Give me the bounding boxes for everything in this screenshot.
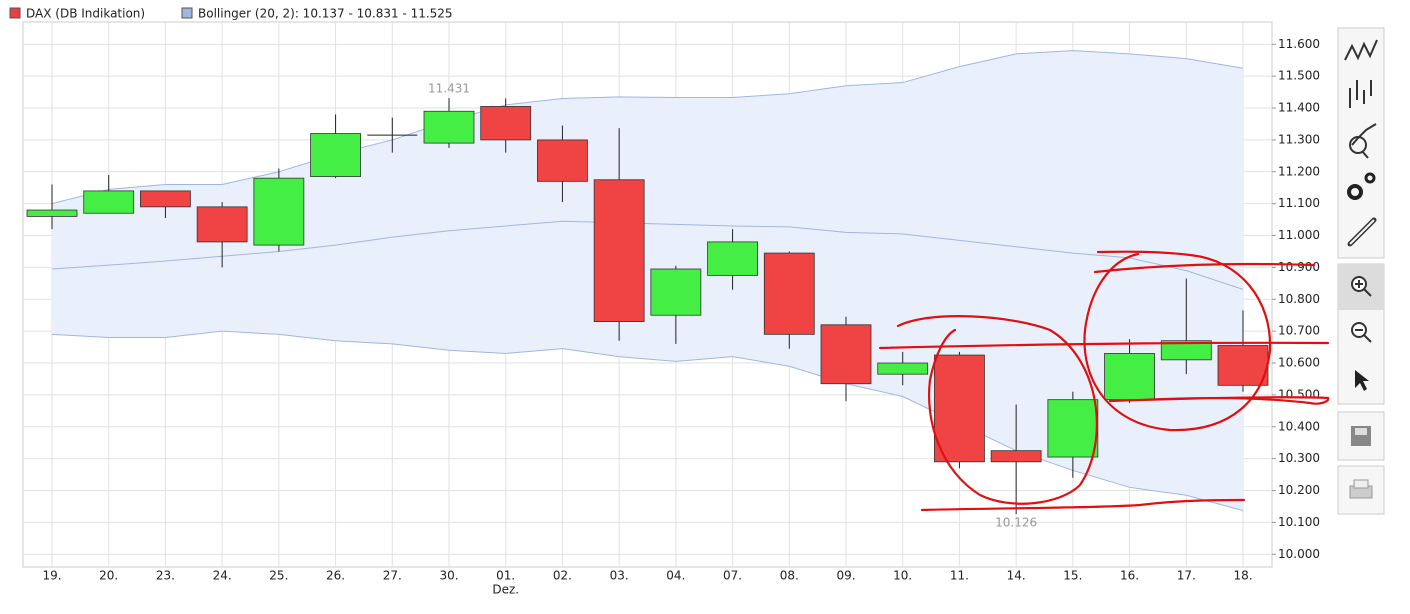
candle-body bbox=[1217, 345, 1269, 386]
icon-settings[interactable] bbox=[1347, 184, 1363, 200]
x-tick-label: 15. bbox=[1063, 569, 1082, 583]
icon-print-paper bbox=[1353, 479, 1369, 489]
candle-body bbox=[763, 252, 815, 335]
y-tick-label: 11.000 bbox=[1278, 228, 1320, 242]
line-bottom bbox=[920, 498, 1246, 512]
icon-pointer[interactable] bbox=[1355, 370, 1369, 391]
band-lower bbox=[51, 330, 1244, 512]
candle-body bbox=[1047, 399, 1099, 458]
x-tick-label: 07. bbox=[723, 569, 742, 583]
legend-label: DAX (DB Indikation) bbox=[26, 7, 145, 21]
annotation: 11.431 bbox=[428, 82, 470, 96]
candle-body bbox=[1160, 340, 1212, 361]
x-secondary-label: Dez. bbox=[492, 583, 519, 597]
x-tick-label: 19. bbox=[42, 569, 61, 583]
y-tick-label: 10.100 bbox=[1278, 515, 1320, 529]
icon-zoom-out-glyph bbox=[1355, 329, 1372, 343]
y-tick-label: 10.900 bbox=[1278, 260, 1320, 274]
x-tick-label: 30. bbox=[439, 569, 458, 583]
candle-body bbox=[26, 209, 78, 217]
legend-swatch bbox=[181, 7, 193, 19]
x-tick-label: 01. bbox=[496, 569, 515, 583]
icon-link-inner bbox=[1349, 219, 1375, 245]
x-tick-label: 04. bbox=[666, 569, 685, 583]
annotation: 10.126 bbox=[995, 516, 1037, 530]
y-tick-label: 10.000 bbox=[1278, 547, 1320, 561]
band-middle bbox=[51, 220, 1244, 290]
circle-left bbox=[896, 315, 1098, 505]
icon-line[interactable] bbox=[1344, 39, 1378, 61]
freehand-annotations bbox=[878, 250, 1330, 512]
candle-body bbox=[877, 362, 929, 375]
x-tick-label: 11. bbox=[950, 569, 969, 583]
candle-body bbox=[140, 190, 191, 208]
candle-body bbox=[83, 190, 135, 214]
candle-body bbox=[480, 106, 532, 141]
candle-body bbox=[253, 177, 305, 246]
x-tick-label: 26. bbox=[326, 569, 345, 583]
icon-save-label bbox=[1355, 428, 1367, 435]
y-tick-label: 11.500 bbox=[1278, 69, 1320, 83]
y-tick-label: 10.800 bbox=[1278, 292, 1320, 306]
x-tick-label: 03. bbox=[610, 569, 629, 583]
y-tick-label: 11.400 bbox=[1278, 101, 1320, 115]
legend-label: Bollinger (20, 2): 10.137 - 10.831 - 11.… bbox=[198, 7, 453, 21]
line-mid bbox=[878, 341, 1330, 350]
x-tick-label: 09. bbox=[836, 569, 855, 583]
band-upper bbox=[51, 50, 1244, 205]
candle-body bbox=[934, 354, 985, 463]
y-tick-label: 10.400 bbox=[1278, 419, 1320, 433]
marks: 10.000 10.100 10.200 10.300 10.400 10.500 10.6… bbox=[23, 22, 1320, 597]
toolbar-group bbox=[1337, 411, 1385, 461]
icon-bars[interactable] bbox=[1349, 80, 1372, 108]
x-tick-label: 25. bbox=[269, 569, 288, 583]
x-tick-label: 02. bbox=[553, 569, 572, 583]
circle-right bbox=[1083, 250, 1272, 432]
toolbar bbox=[1337, 27, 1385, 515]
icon-indicator-line bbox=[1351, 123, 1377, 159]
x-tick-label: 14. bbox=[1007, 569, 1026, 583]
candle-body bbox=[1104, 353, 1155, 401]
candle-body bbox=[423, 110, 475, 144]
x-tick-label: 18. bbox=[1233, 569, 1252, 583]
icon-settings-small bbox=[1364, 172, 1376, 184]
candle-body bbox=[990, 450, 1042, 463]
legend-swatch bbox=[9, 7, 21, 19]
y-tick-label: 10.300 bbox=[1278, 451, 1320, 465]
y-tick-label: 10.700 bbox=[1278, 324, 1320, 338]
x-tick-label: 10. bbox=[893, 569, 912, 583]
y-tick-label: 10.500 bbox=[1278, 387, 1320, 401]
y-tick-label: 10.200 bbox=[1278, 483, 1320, 497]
x-tick-label: 16. bbox=[1120, 569, 1139, 583]
x-tick-label: 24. bbox=[213, 569, 232, 583]
y-tick-label: 10.600 bbox=[1278, 356, 1320, 370]
line-top bbox=[1093, 262, 1316, 274]
candle-body bbox=[820, 324, 872, 385]
icon-zoom-in-glyph bbox=[1355, 280, 1372, 297]
y-tick-label: 11.600 bbox=[1278, 37, 1320, 51]
candle-body bbox=[310, 133, 361, 177]
candle-body bbox=[196, 206, 248, 243]
y-tick-label: 11.200 bbox=[1278, 164, 1320, 178]
toolbar-group bbox=[1337, 27, 1385, 259]
line-low bbox=[1108, 396, 1330, 405]
y-tick-label: 11.300 bbox=[1278, 132, 1320, 146]
x-tick-label: 27. bbox=[383, 569, 402, 583]
x-tick-label: 23. bbox=[156, 569, 175, 583]
y-tick-label: 11.100 bbox=[1278, 196, 1320, 210]
x-tick-label: 08. bbox=[780, 569, 799, 583]
candle-body bbox=[593, 179, 645, 322]
candle-body bbox=[537, 139, 588, 182]
candle-body bbox=[707, 241, 758, 276]
candle-body bbox=[650, 268, 702, 316]
x-tick-label: 20. bbox=[99, 569, 118, 583]
x-tick-label: 17. bbox=[1177, 569, 1196, 583]
